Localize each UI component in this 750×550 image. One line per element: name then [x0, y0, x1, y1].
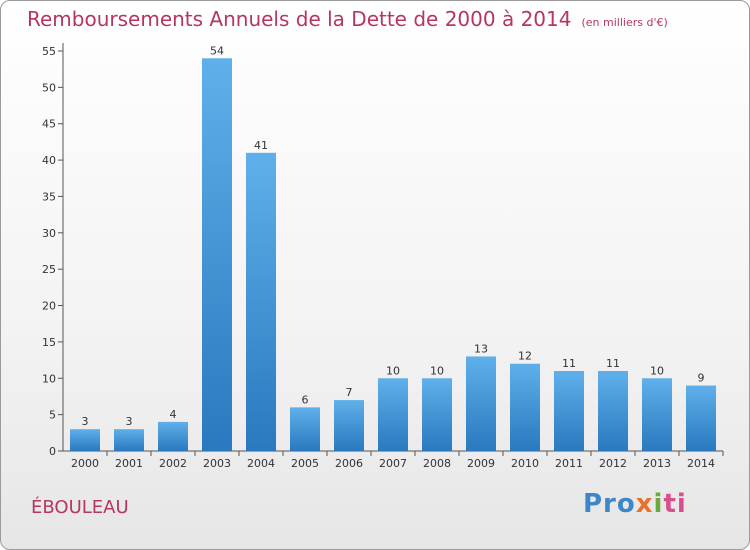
- data-label-2003: 54: [210, 44, 224, 57]
- data-label-2010: 12: [518, 350, 532, 363]
- x-tick-label-2007: 2007: [379, 457, 407, 470]
- y-tick-label: 20: [42, 300, 56, 313]
- bar-2005: [290, 407, 320, 451]
- x-tick-label-2014: 2014: [687, 457, 715, 470]
- data-label-2000: 3: [82, 415, 89, 428]
- data-label-2006: 7: [346, 386, 353, 399]
- chart-unit-note: (en milliers d'€): [581, 16, 668, 29]
- y-tick-label: 55: [42, 45, 56, 58]
- data-label-2012: 11: [606, 357, 620, 370]
- bar-2000: [70, 429, 100, 451]
- x-tick-label-2001: 2001: [115, 457, 143, 470]
- bar-2014: [686, 385, 716, 451]
- x-tick-label-2013: 2013: [643, 457, 671, 470]
- data-label-2001: 3: [126, 415, 133, 428]
- bar-2009: [466, 356, 496, 451]
- bar-2011: [554, 371, 584, 451]
- data-label-2011: 11: [562, 357, 576, 370]
- chart-labels: 3 2000 3 2001 4 2002 54 2003 41 2004 6 2005 7 2006 10 2…: [71, 44, 715, 470]
- chart-bars: [70, 58, 716, 451]
- x-tick-label-2004: 2004: [247, 457, 275, 470]
- logo-part-3: i: [653, 489, 664, 519]
- data-label-2004: 41: [254, 139, 268, 152]
- y-tick-label: 0: [49, 445, 56, 458]
- y-tick-label: 5: [49, 409, 56, 422]
- x-tick-label-2009: 2009: [467, 457, 495, 470]
- y-tick-label: 15: [42, 336, 56, 349]
- proxiti-logo: Proxiti: [583, 489, 687, 519]
- y-tick-label: 40: [42, 154, 56, 167]
- x-tick-label-2010: 2010: [511, 457, 539, 470]
- data-label-2007: 10: [386, 364, 400, 377]
- logo-part-4: ti: [663, 489, 687, 519]
- x-tick-label-2000: 2000: [71, 457, 99, 470]
- x-tick-label-2003: 2003: [203, 457, 231, 470]
- y-tick-label: 25: [42, 263, 56, 276]
- town-name: ÉBOULEAU: [31, 497, 129, 518]
- bar-2004: [246, 152, 276, 451]
- logo-part-2: x: [635, 489, 654, 519]
- logo-part-1: Pro: [583, 489, 636, 519]
- bar-2001: [114, 429, 144, 451]
- bar-2007: [378, 378, 408, 451]
- data-label-2005: 6: [302, 393, 309, 406]
- x-tick-label-2012: 2012: [599, 457, 627, 470]
- bar-2010: [510, 363, 540, 451]
- y-tick-label: 10: [42, 372, 56, 385]
- chart-title-main: Remboursements Annuels de la Dette de 20…: [27, 7, 572, 31]
- y-tick-label: 30: [42, 227, 56, 240]
- data-label-2013: 10: [650, 364, 664, 377]
- x-tick-label-2002: 2002: [159, 457, 187, 470]
- bar-2006: [334, 400, 364, 451]
- bar-2003: [202, 58, 232, 451]
- bar-2012: [598, 371, 628, 451]
- chart-title: Remboursements Annuels de la Dette de 20…: [27, 7, 668, 31]
- data-label-2002: 4: [170, 408, 177, 421]
- x-tick-label-2006: 2006: [335, 457, 363, 470]
- x-tick-label-2011: 2011: [555, 457, 583, 470]
- bar-2002: [158, 421, 188, 451]
- x-tick-label-2005: 2005: [291, 457, 319, 470]
- y-tick-label: 35: [42, 190, 56, 203]
- y-tick-label: 45: [42, 118, 56, 131]
- data-label-2014: 9: [698, 372, 705, 385]
- y-tick-label: 50: [42, 81, 56, 94]
- bar-2008: [422, 378, 452, 451]
- data-label-2008: 10: [430, 364, 444, 377]
- bar-2013: [642, 378, 672, 451]
- x-tick-label-2008: 2008: [423, 457, 451, 470]
- data-label-2009: 13: [474, 342, 488, 355]
